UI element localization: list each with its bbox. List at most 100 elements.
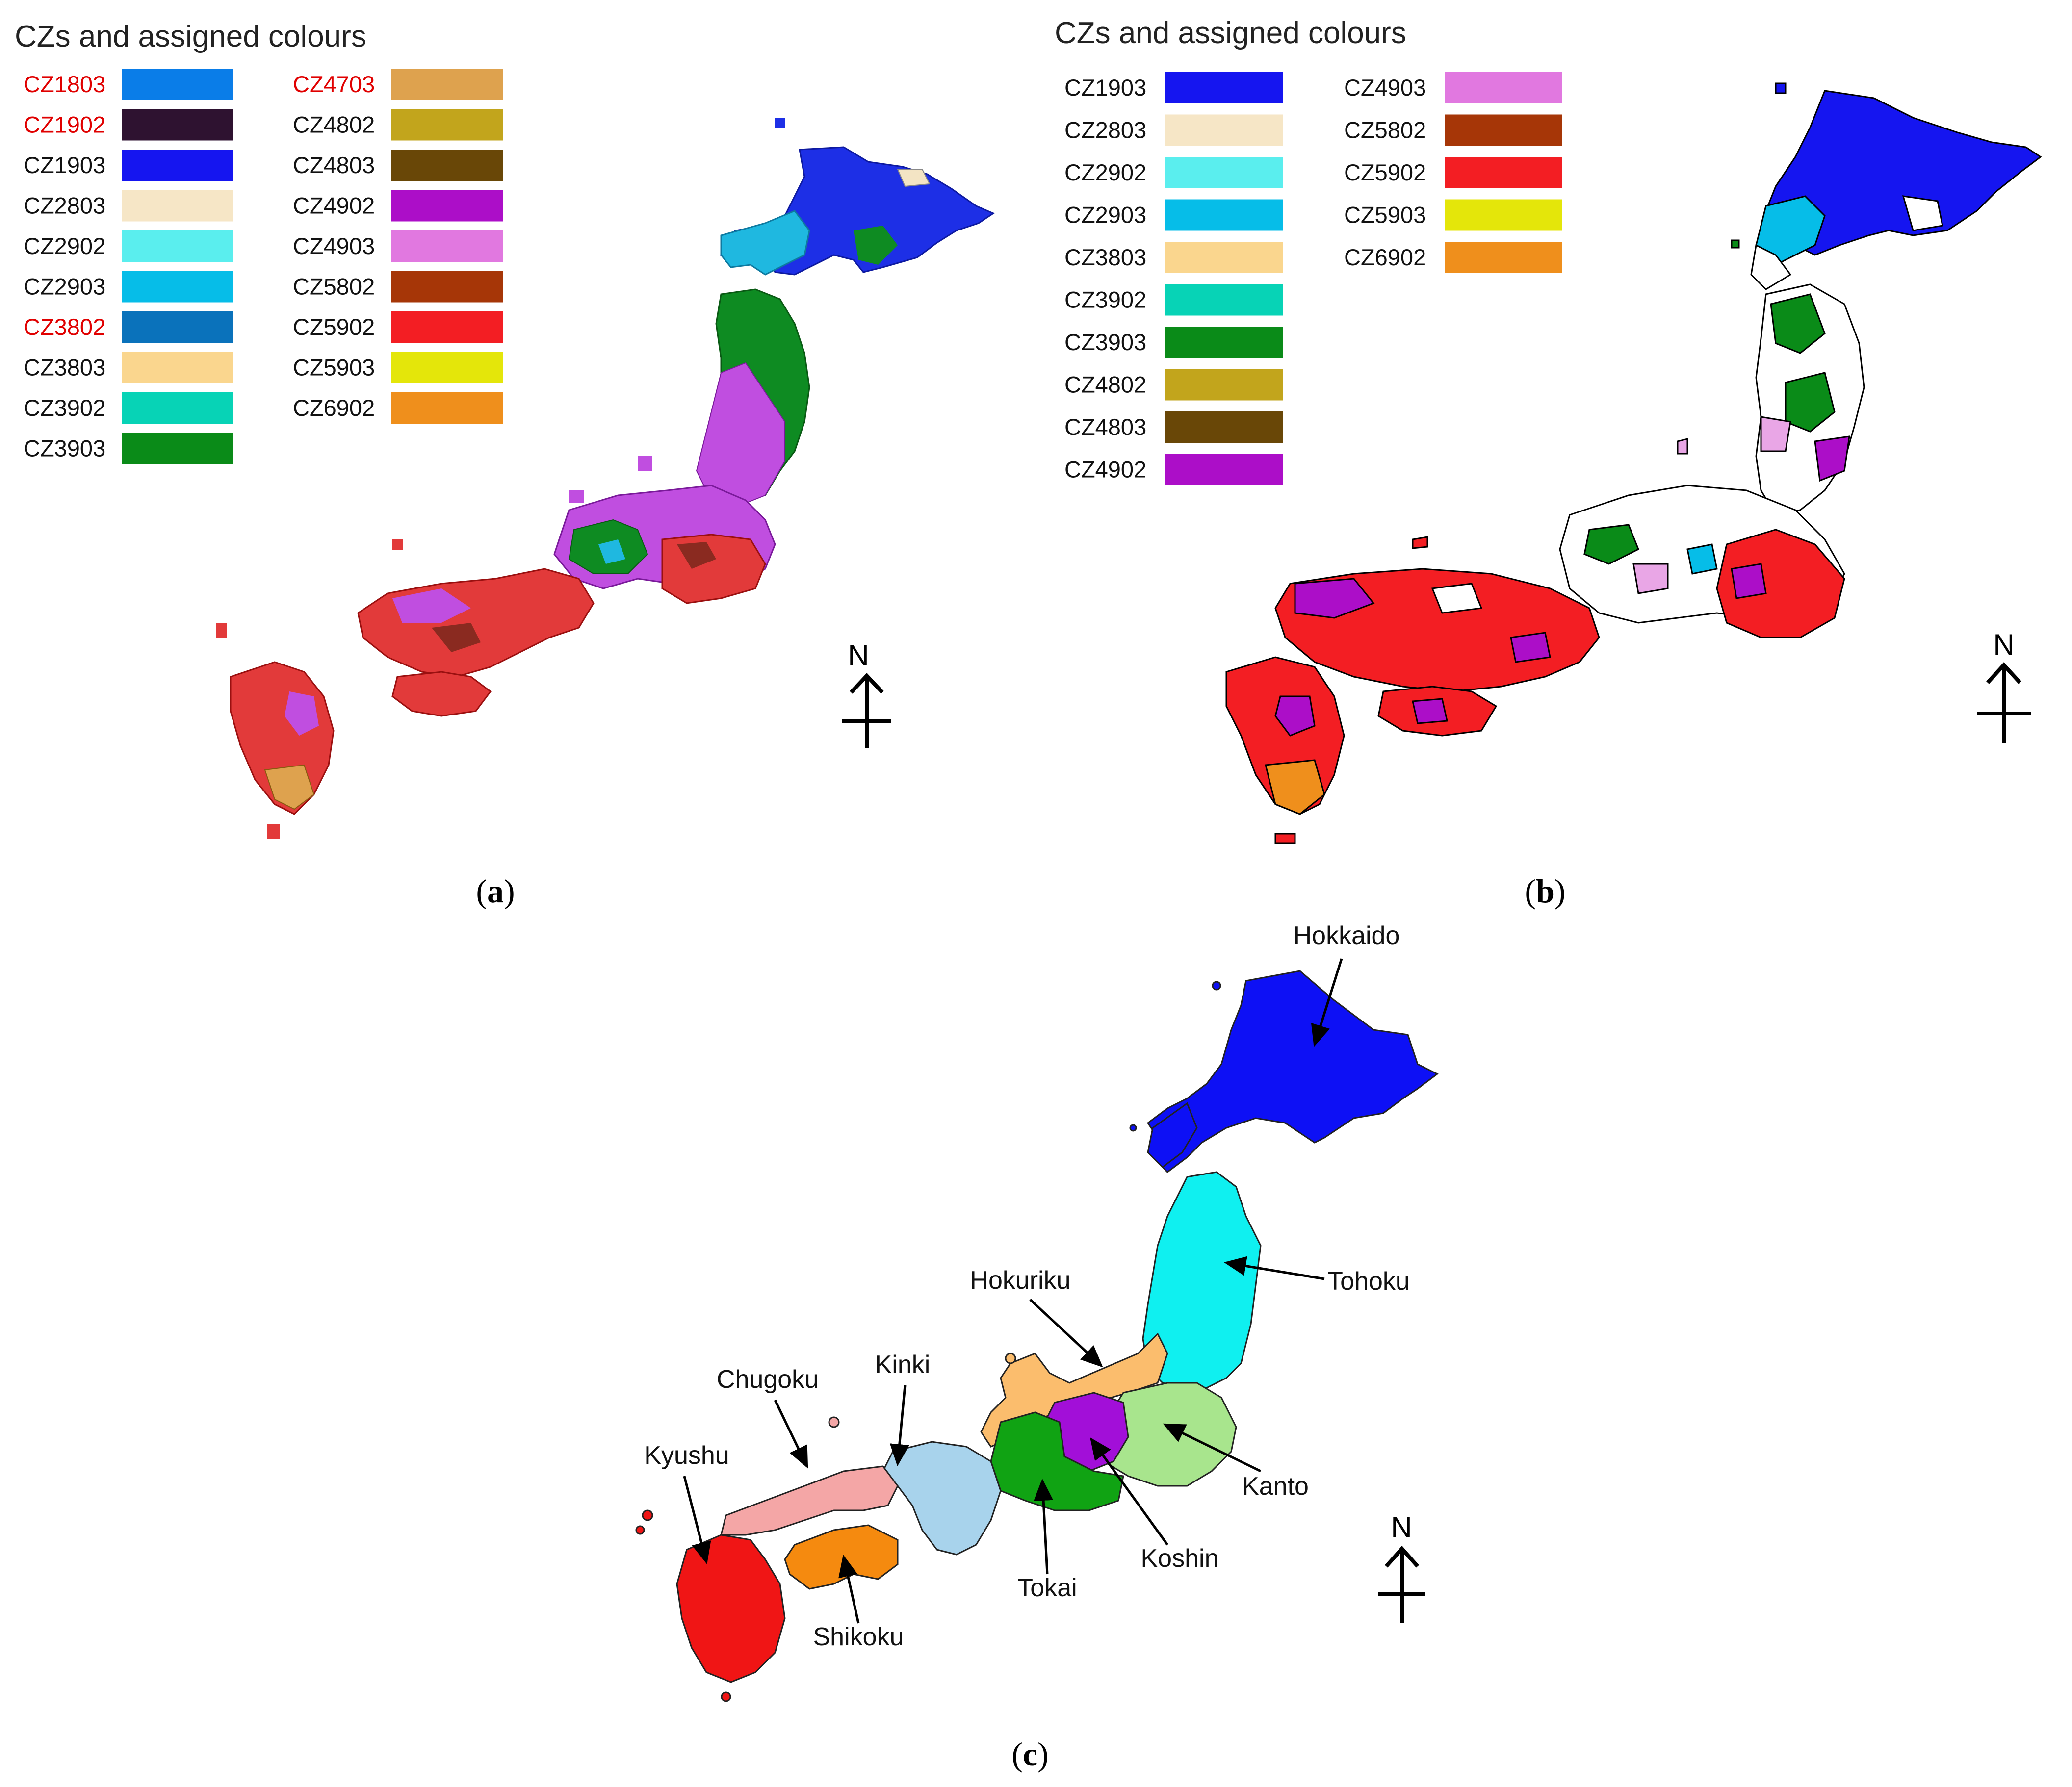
map-a-chubu-cyan	[598, 539, 625, 564]
map-b-chubu-pink	[1632, 563, 1669, 594]
map-a-island-3	[392, 539, 403, 550]
legend-swatch-cz1803	[122, 69, 233, 100]
legend-swatch-cz4902	[391, 190, 503, 222]
legend-code-cz4802: CZ4802	[293, 112, 375, 138]
map-a-island-5	[216, 623, 227, 638]
legend-swatch-cz5903	[391, 352, 503, 383]
panel-a-north-label: N	[848, 639, 869, 672]
panel-c-north-arrow: N	[1378, 1511, 1425, 1623]
legend-swatch-cz4903	[1445, 72, 1562, 103]
legend-code-cz3803: CZ3803	[1064, 244, 1146, 270]
legend-code-cz5903: CZ5903	[293, 355, 375, 381]
map-b-west-honshu-white	[1431, 583, 1483, 614]
map-b-island-5	[1731, 239, 1740, 249]
map-c-chugoku	[720, 1465, 899, 1536]
map-b-hokkaido-tip	[1750, 244, 1792, 290]
legend-code-cz3803: CZ3803	[24, 355, 105, 381]
label-kinki: Kinki	[875, 1351, 931, 1379]
map-b-island-1	[1412, 536, 1428, 549]
legend-code-cz3903: CZ3903	[1064, 329, 1146, 355]
map-c-hokkaido-peninsula	[1147, 1102, 1198, 1168]
legend-code-cz4903: CZ4903	[1344, 75, 1426, 101]
label-shikoku: Shikoku	[813, 1623, 904, 1651]
panel-a: CZs and assigned colours CZ1803CZ1902CZ1…	[15, 20, 995, 910]
map-c-kinki	[882, 1441, 1002, 1556]
legend-swatch-cz4802	[1165, 369, 1283, 401]
panel-b-map	[1225, 82, 2042, 844]
legend-swatch-cz2902	[122, 230, 233, 262]
legend-swatch-cz6902	[391, 392, 503, 424]
panel-c: Hokkaido Tohoku Hokuriku Kinki Chugoku K…	[635, 921, 1439, 1773]
map-a-hokkaido-beige	[897, 169, 931, 187]
map-c-shikoku	[784, 1524, 899, 1590]
map-b-chubu-cyan	[1686, 543, 1718, 575]
map-a-island-6	[775, 118, 785, 128]
panel-b-north-label: N	[1993, 628, 2014, 661]
panel-a-legend: CZ1803 CZ1902 CZ1903 CZ2803 CZ2902 CZ2903 CZ38…	[24, 69, 503, 464]
label-hokkaido: Hokkaido	[1294, 921, 1400, 950]
panel-c-north-label: N	[1391, 1511, 1412, 1544]
legend-code-cz6902: CZ6902	[293, 395, 375, 421]
map-b-kanto-purple	[1731, 563, 1767, 599]
map-b-hokkaido	[1765, 90, 2042, 256]
legend-swatch-cz1902	[122, 109, 233, 141]
legend-swatch-cz5903	[1445, 199, 1562, 231]
legend-swatch-cz3902	[1165, 284, 1283, 316]
legend-code-cz4803: CZ4803	[1064, 414, 1146, 440]
map-b-tohoku-pink	[1760, 416, 1791, 452]
legend-code-cz4902: CZ4902	[293, 193, 375, 219]
legend-code-cz3902: CZ3902	[1064, 287, 1146, 313]
legend-swatch-cz3802	[122, 311, 233, 343]
panel-c-map	[635, 970, 1439, 1702]
label-koshin: Koshin	[1141, 1544, 1219, 1573]
legend-code-cz4802: CZ4802	[1064, 372, 1146, 398]
map-a-shikoku	[391, 671, 492, 717]
legend-swatch-cz2903	[122, 271, 233, 303]
legend-swatch-cz2803	[122, 190, 233, 222]
legend-code-cz2902: CZ2902	[1064, 159, 1146, 185]
legend-swatch-cz2903	[1165, 199, 1283, 231]
label-hokuriku: Hokuriku	[970, 1266, 1070, 1295]
map-b-island-2	[1677, 438, 1688, 455]
legend-swatch-cz3903	[1165, 327, 1283, 358]
legend-code-cz2803: CZ2803	[1064, 117, 1146, 143]
legend-swatch-cz3903	[122, 433, 233, 464]
map-b-kanto	[1716, 529, 1845, 638]
map-a-island-1	[638, 456, 652, 471]
legend-swatch-cz3803	[1165, 242, 1283, 273]
label-tohoku: Tohoku	[1327, 1267, 1410, 1296]
map-a-kinki-chugoku	[357, 568, 595, 678]
map-a-island-4	[267, 824, 280, 839]
panel-a-map	[216, 118, 995, 839]
map-b-kyushu-orange	[1265, 759, 1325, 815]
legend-code-cz2903: CZ2903	[24, 274, 105, 300]
legend-code-cz2902: CZ2902	[24, 233, 105, 259]
legend-swatch-cz5802	[1445, 114, 1562, 146]
panel-a-north-arrow: N	[842, 639, 891, 748]
legend-swatch-cz5802	[391, 271, 503, 303]
map-a-island-2	[569, 490, 584, 503]
map-b-west-honshu-purple	[1294, 578, 1375, 619]
map-a-kyushu-purple	[285, 691, 319, 736]
map-a-kinki-brown	[432, 623, 481, 652]
panel-b: CZs and assigned colours CZ1903 CZ2803 CZ2…	[1055, 16, 2042, 910]
label-kanto: Kanto	[1242, 1472, 1309, 1501]
map-b-tohoku-green-2	[1785, 372, 1836, 433]
panel-b-north-arrow: N	[1977, 628, 2031, 743]
legend-code-cz3903: CZ3903	[24, 435, 105, 461]
label-kyushu: Kyushu	[644, 1441, 729, 1470]
legend-code-cz1902: CZ1902	[24, 112, 105, 138]
legend-code-cz5802: CZ5802	[1344, 117, 1426, 143]
map-a-hokkaido-green	[854, 226, 898, 265]
legend-swatch-cz4802	[391, 109, 503, 141]
legend-code-cz4803: CZ4803	[293, 152, 375, 178]
map-b-kyushu-purple	[1274, 695, 1316, 737]
legend-code-cz4703: CZ4703	[293, 71, 375, 97]
map-c-tohoku	[1142, 1171, 1262, 1389]
panel-b-legend: CZ1903 CZ2803 CZ2902 CZ2903 CZ3803 CZ3902 CZ39…	[1064, 72, 1562, 485]
panel-a-label: (a)	[476, 872, 515, 910]
legend-swatch-cz1903	[122, 150, 233, 181]
legend-code-cz4903: CZ4903	[293, 233, 375, 259]
map-b-west-honshu-purple-2	[1510, 632, 1551, 663]
